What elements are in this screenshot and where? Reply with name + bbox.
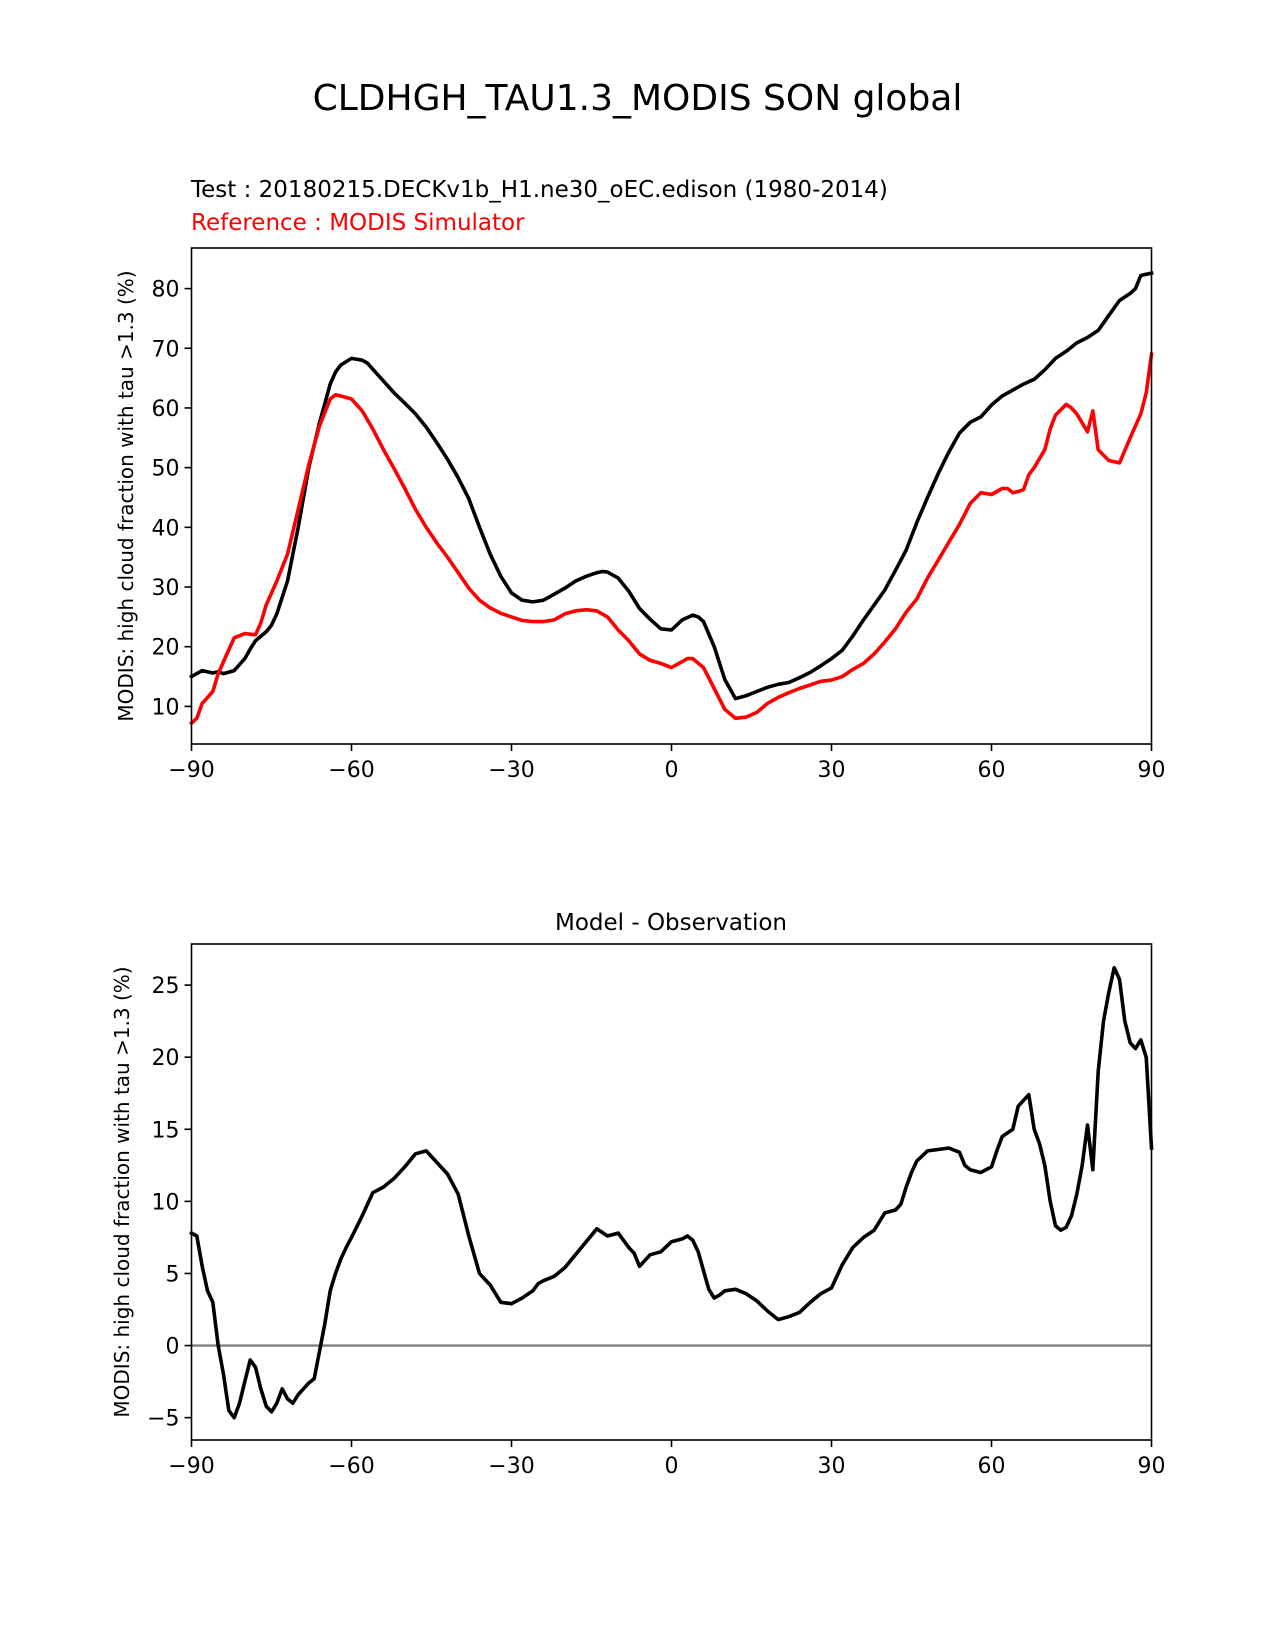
bottom-x-tick-label: 90	[1138, 1454, 1166, 1479]
figure-suptitle: CLDHGH_TAU1.3_MODIS SON global	[313, 78, 963, 119]
top-axes-frame	[190, 247, 1153, 745]
bottom-y-tick-label: −5	[147, 1407, 179, 1432]
bottom-y-tick-label: 15	[152, 1118, 180, 1143]
bottom-plot-area	[189, 965, 1154, 1420]
top-y-tick-label: 80	[152, 278, 180, 303]
bottom-x-tick-label: 0	[665, 1454, 679, 1479]
bottom-y-tick-label: 10	[152, 1190, 180, 1215]
top-series-line-test	[189, 270, 1154, 701]
bottom-x-tick-label: 60	[978, 1454, 1006, 1479]
top-y-tick-label: 30	[152, 576, 180, 601]
bottom-y-tick-label: 0	[166, 1335, 180, 1360]
bottom-y-tick-label: 20	[152, 1046, 180, 1071]
bottom-x-tick-label: −30	[488, 1454, 534, 1479]
bottom-panel: Model - Observation −90 −60 −30 0 30 60 90 −5 0…	[110, 910, 1166, 1479]
bottom-x-tick-label: −60	[328, 1454, 374, 1479]
top-x-tick-label: 0	[665, 758, 679, 783]
bottom-x-tick-label: −90	[168, 1454, 214, 1479]
top-x-tick-label: −90	[168, 758, 214, 783]
bottom-axes-frame	[190, 943, 1153, 1441]
bottom-y-tick-label: 5	[166, 1262, 180, 1287]
bottom-x-axis: −90 −60 −30 0 30 60 90	[168, 1440, 1166, 1479]
top-y-tick-label: 10	[152, 695, 180, 720]
bottom-y-tick-label: 25	[152, 974, 180, 999]
top-plot-area	[188, 270, 1154, 726]
top-x-tick-label: 90	[1138, 758, 1166, 783]
bottom-series-line-test-reference	[189, 965, 1154, 1420]
top-x-tick-label: 30	[818, 758, 846, 783]
top-y-axis: 10 20 30 40 50 60 70 80	[152, 278, 192, 720]
top-y-tick-label: 40	[152, 516, 180, 541]
top-y-tick-label: 20	[152, 636, 180, 661]
bottom-y-axis-label: MODIS: high cloud fraction with tau >1.3…	[110, 966, 134, 1417]
bottom-title: Model - Observation	[555, 910, 787, 936]
top-y-tick-label: 50	[152, 457, 180, 482]
top-y-axis-label: MODIS: high cloud fraction with tau >1.3…	[114, 270, 138, 721]
reference-title: Reference : MODIS Simulator	[191, 210, 525, 236]
top-x-tick-label: −30	[488, 758, 534, 783]
top-x-tick-label: −60	[328, 758, 374, 783]
bottom-x-tick-label: 30	[818, 1454, 846, 1479]
top-y-tick-label: 60	[152, 397, 180, 422]
top-series-line-reference	[188, 352, 1154, 726]
test-title: Test : 20180215.DECKv1b_H1.ne30_oEC.edis…	[190, 177, 888, 203]
bottom-y-axis: −5 0 5 10 15 20 25	[147, 974, 192, 1432]
top-x-axis: −90 −60 −30 0 30 60 90	[168, 744, 1166, 783]
top-x-tick-label: 60	[978, 758, 1006, 783]
top-y-tick-label: 70	[152, 337, 180, 362]
top-panel: Test : 20180215.DECKv1b_H1.ne30_oEC.edis…	[114, 177, 1166, 783]
